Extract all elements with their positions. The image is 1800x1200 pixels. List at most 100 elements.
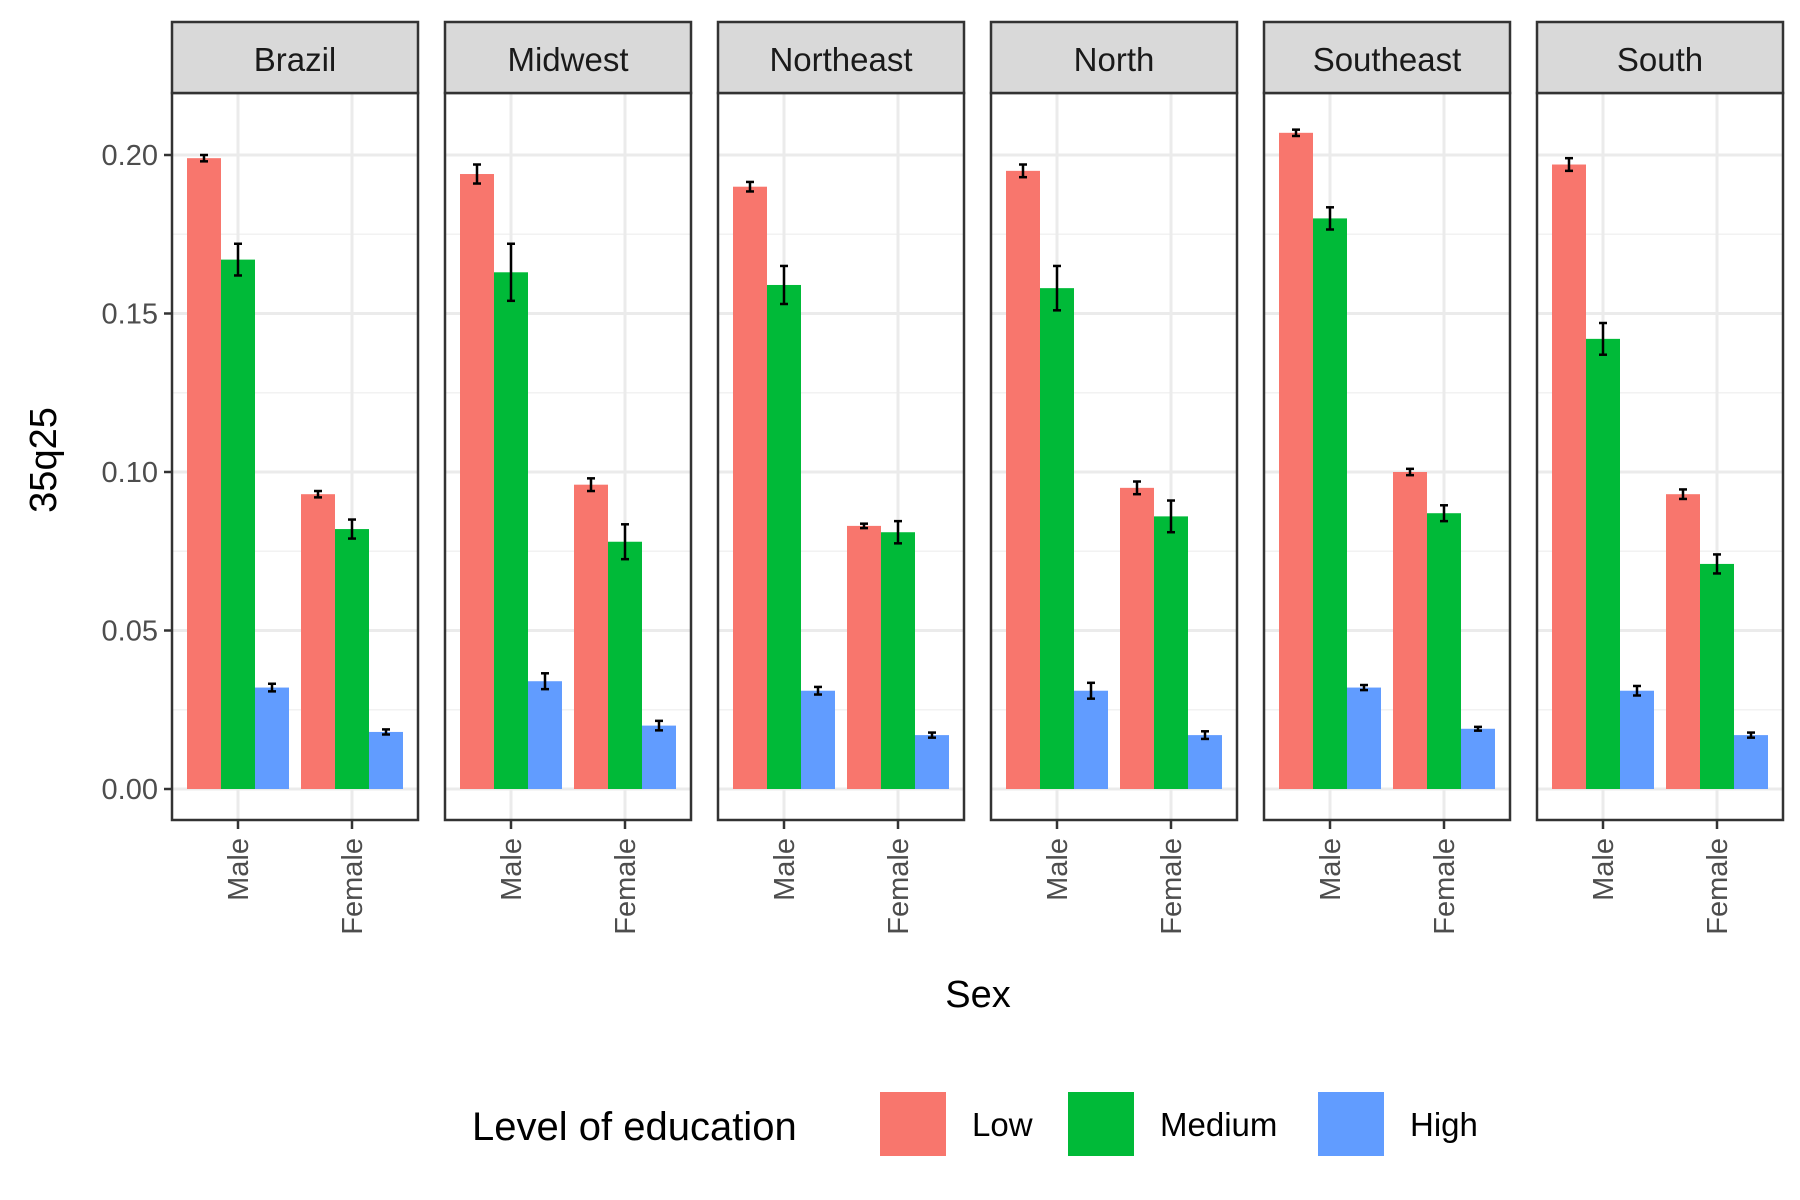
error-bar [348, 518, 356, 540]
error-bar [1087, 681, 1095, 700]
y-tick-label: 0.05 [102, 616, 158, 648]
x-tick-label: Female [1702, 838, 1734, 935]
error-bar [860, 522, 868, 530]
x-tick-label: Male [223, 838, 255, 901]
strip-label: Midwest [507, 41, 628, 78]
bar-medium-female-south [1700, 563, 1734, 789]
bar-high-female-southeast [1461, 728, 1495, 789]
bar-high-male-southeast [1347, 687, 1381, 789]
x-tick-label: Female [1429, 838, 1461, 935]
error-bar [1292, 128, 1300, 138]
bar-medium-female-midwest [608, 541, 642, 789]
error-bar [200, 153, 208, 163]
error-bar [314, 489, 322, 499]
x-tick-label: Female [883, 838, 915, 935]
legend-label-low: Low [972, 1106, 1033, 1143]
error-bar [621, 523, 629, 561]
legend-label-high: High [1410, 1106, 1478, 1143]
bar-medium-male-midwest [494, 272, 528, 789]
error-bar [541, 672, 549, 691]
bar-medium-male-brazil [221, 259, 255, 789]
x-tick-label: Female [1156, 838, 1188, 935]
bar-low-female-northeast [847, 525, 881, 789]
y-axis-title: 35q25 [23, 407, 65, 513]
bar-low-male-southeast [1279, 132, 1313, 789]
error-bar [1679, 488, 1687, 501]
legend-label-medium: Medium [1160, 1106, 1277, 1143]
x-tick-label: Male [1315, 838, 1347, 901]
error-bar [473, 163, 481, 185]
bar-medium-male-southeast [1313, 218, 1347, 789]
bar-medium-male-north [1040, 288, 1074, 789]
bar-high-female-south [1734, 735, 1768, 789]
x-tick-label: Male [496, 838, 528, 901]
strip-label: Northeast [769, 41, 912, 78]
bar-low-female-south [1666, 494, 1700, 789]
error-bar [1053, 264, 1061, 312]
error-bar [1406, 467, 1414, 477]
bar-low-female-southeast [1393, 472, 1427, 789]
y-tick-label: 0.00 [102, 774, 158, 806]
error-bar [1713, 553, 1721, 575]
error-bar [1565, 156, 1573, 173]
bar-low-female-north [1120, 487, 1154, 789]
error-bar [1474, 725, 1482, 732]
bar-medium-female-north [1154, 516, 1188, 789]
strip-brazil [170, 20, 420, 95]
error-bar [1326, 206, 1334, 231]
x-tick-label: Female [337, 838, 369, 935]
error-bar [587, 477, 595, 493]
bar-low-male-brazil [187, 158, 221, 790]
strip-label: Brazil [254, 41, 337, 78]
x-tick-label: Male [1042, 838, 1074, 901]
bar-high-male-north [1074, 690, 1108, 789]
error-bar [814, 685, 822, 696]
bars-layer [187, 128, 1768, 790]
bar-high-female-brazil [369, 731, 403, 789]
bar-low-female-midwest [574, 484, 608, 789]
error-bar [1633, 684, 1641, 697]
bar-medium-female-southeast [1427, 513, 1461, 789]
bar-low-female-brazil [301, 494, 335, 789]
error-bar [1599, 321, 1607, 356]
error-bar [1360, 683, 1368, 692]
error-bar [655, 719, 663, 732]
bar-high-male-south [1620, 690, 1654, 789]
error-bar [382, 728, 390, 736]
strip-label: Southeast [1313, 41, 1462, 78]
bar-medium-female-brazil [335, 529, 369, 789]
bar-high-male-brazil [255, 687, 289, 789]
y-tick-label: 0.15 [102, 299, 158, 331]
error-bar [894, 519, 902, 545]
strip-label: North [1074, 41, 1155, 78]
error-bar [1201, 730, 1209, 741]
error-bar [928, 731, 936, 739]
grid-layer [172, 93, 1783, 820]
bar-medium-male-south [1586, 338, 1620, 789]
strip-north [989, 20, 1239, 95]
strip-label: South [1617, 41, 1703, 78]
error-bar [1019, 163, 1027, 179]
bar-low-male-northeast [733, 186, 767, 789]
legend-title: Level of education [472, 1105, 797, 1149]
x-tick-label: Male [769, 838, 801, 901]
strip-southeast [1262, 20, 1512, 95]
y-tick-label: 0.10 [102, 457, 158, 489]
legend-key-low [880, 1092, 946, 1156]
legend-key-high [1318, 1092, 1384, 1156]
bar-high-female-midwest [642, 725, 676, 789]
bar-high-male-northeast [801, 690, 835, 789]
bar-low-male-south [1552, 164, 1586, 789]
text-layer: Brazil Male Female Midwest Male Female Northea… [102, 41, 1734, 935]
x-tick-label: Male [1588, 838, 1620, 901]
bar-medium-female-northeast [881, 532, 915, 789]
frame-layer [164, 20, 1785, 829]
bar-high-male-midwest [528, 681, 562, 789]
error-bar [1167, 499, 1175, 534]
error-bar [780, 264, 788, 306]
x-axis-title: Sex [945, 974, 1010, 1016]
error-bar [268, 682, 276, 693]
error-bar [1133, 480, 1141, 496]
error-bar [234, 242, 242, 277]
